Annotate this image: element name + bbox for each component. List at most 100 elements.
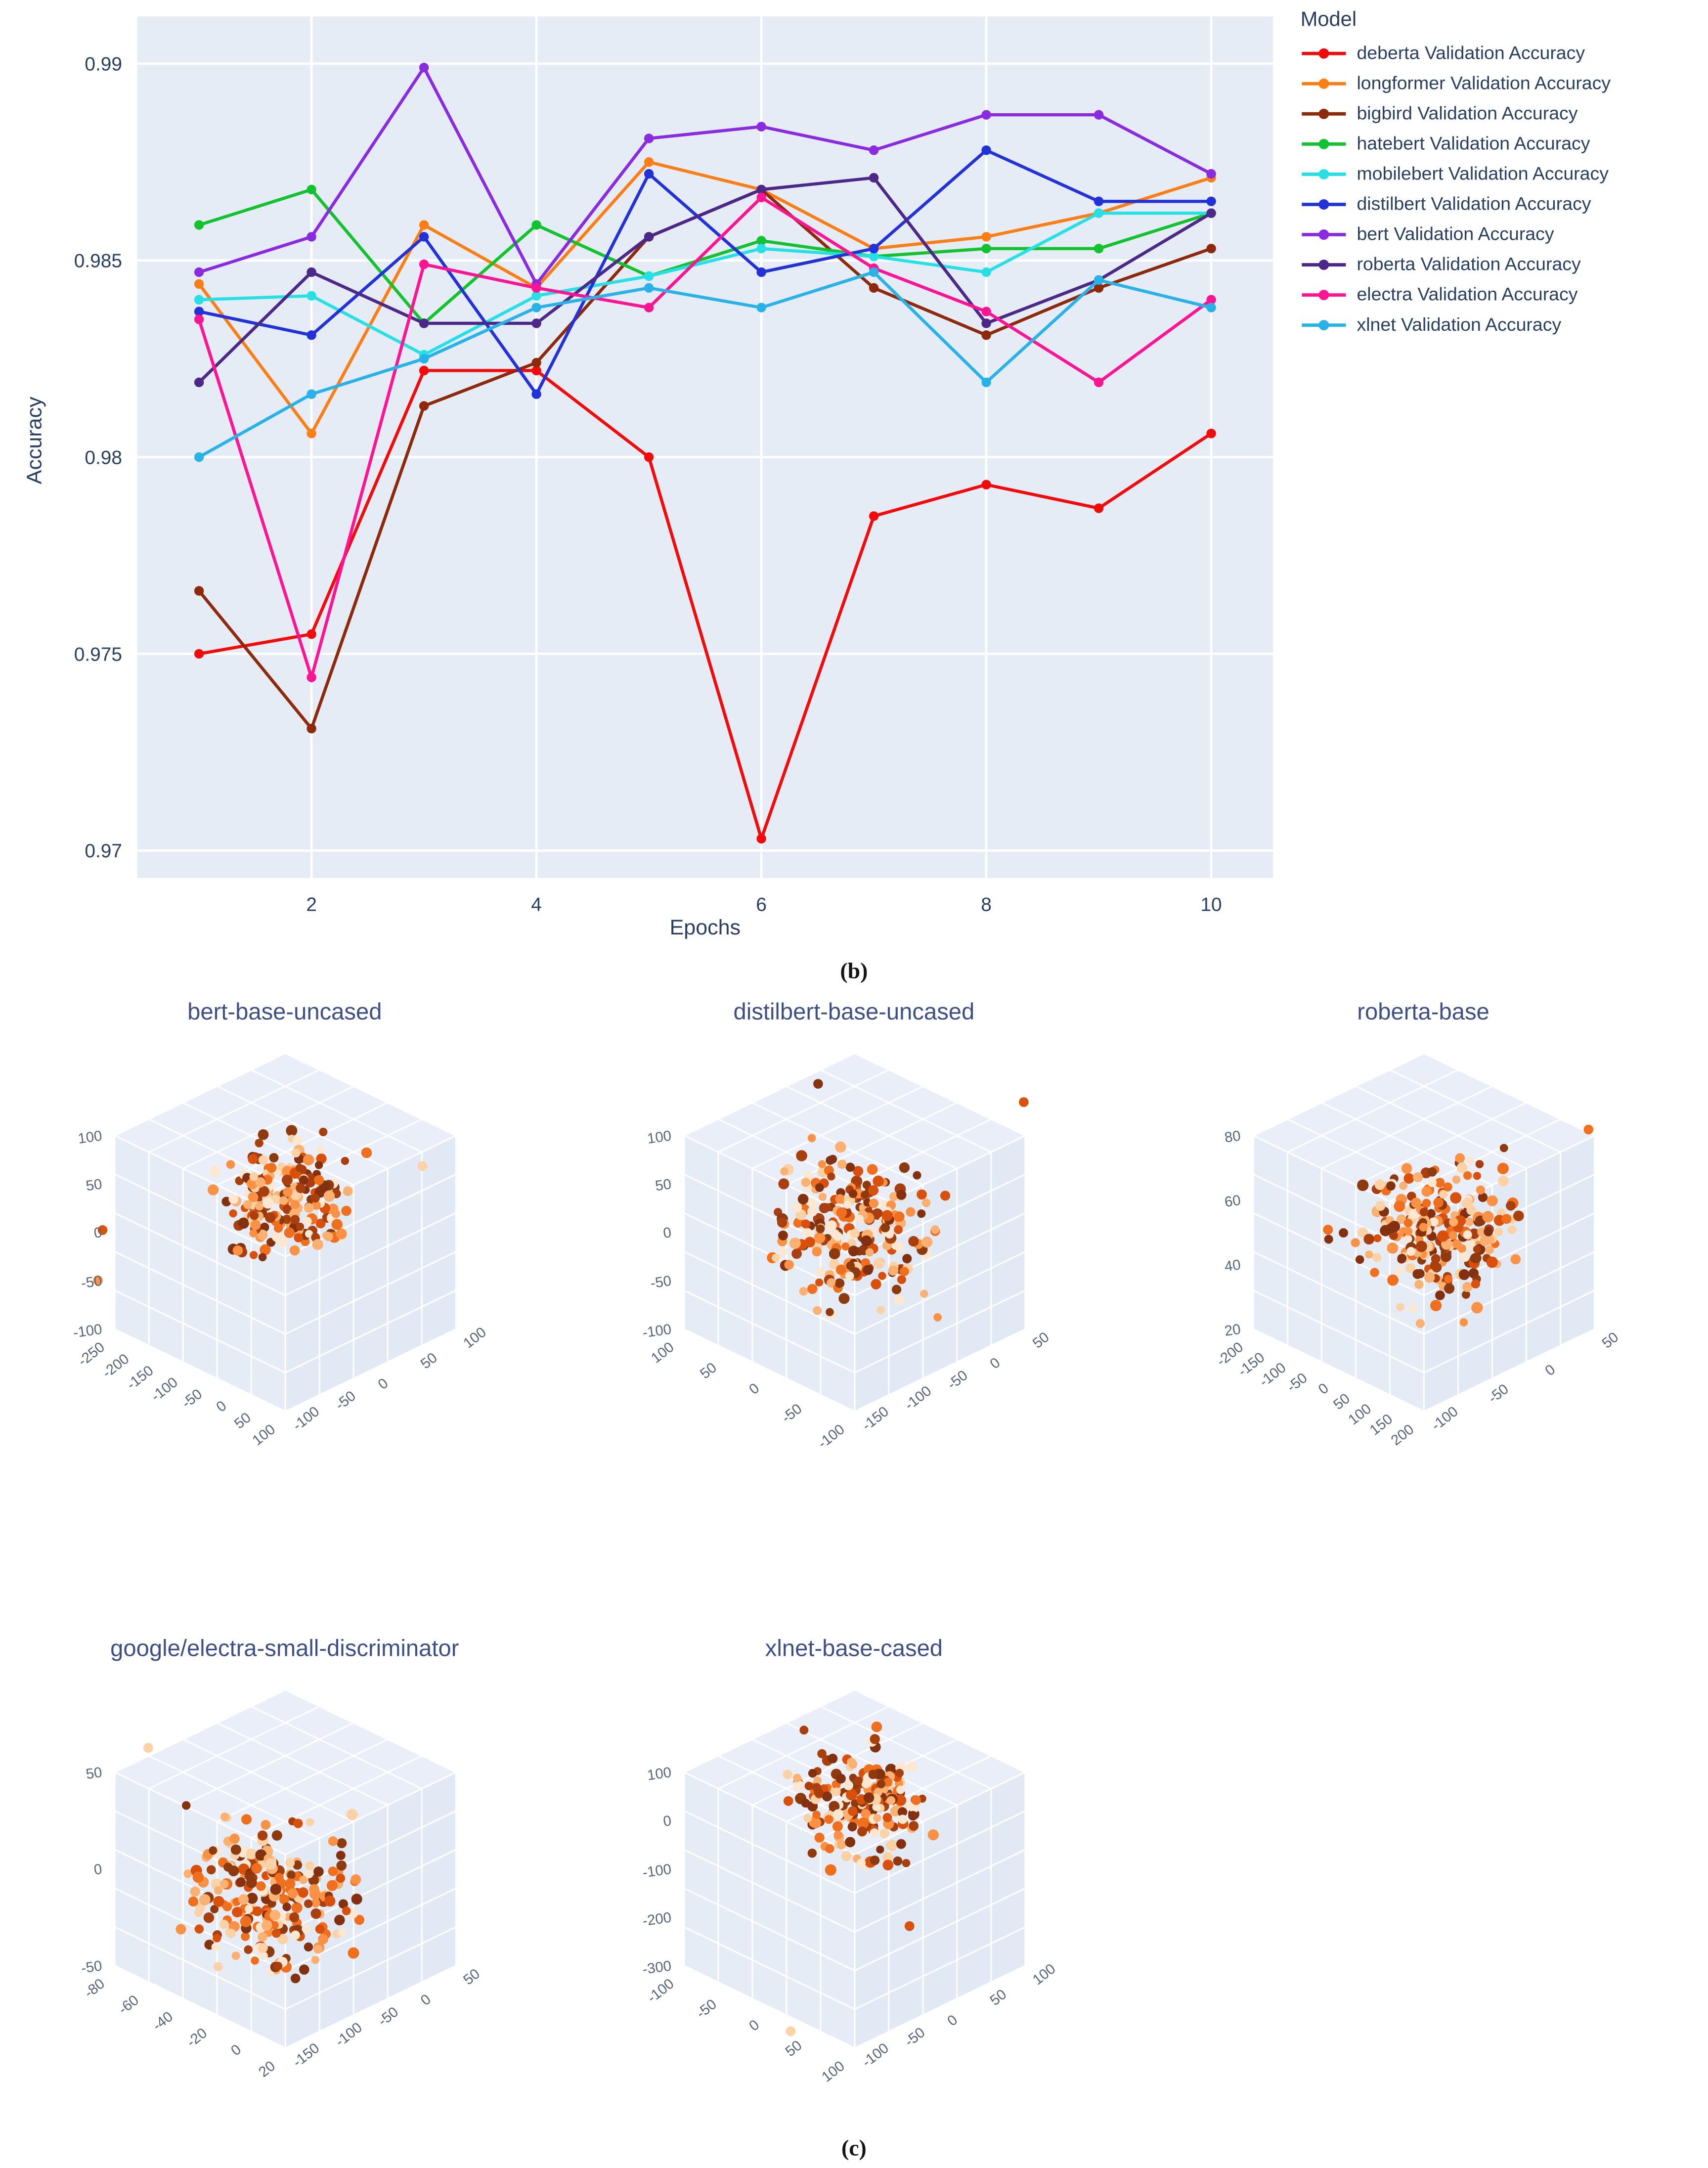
tick-label: 0 <box>375 1375 391 1393</box>
scatter-points <box>782 1721 938 2036</box>
tick-label: -50 <box>649 1273 671 1292</box>
gridlines <box>137 16 1273 879</box>
tick-label: 0 <box>1315 1380 1331 1398</box>
legend-item-label: distilbert Validation Accuracy <box>1357 193 1591 214</box>
tick-label: -100 <box>1428 1404 1460 1434</box>
legend-item-distilbert: distilbert Validation Accuracy <box>1301 189 1704 220</box>
scatter3d-title-electra: google/electra-small-discriminator <box>110 1635 459 1662</box>
y-axis-title: Accuracy <box>23 397 47 485</box>
y-tick: 0.98 <box>85 447 122 468</box>
tick-label: -250 <box>75 1339 107 1370</box>
tick-label: -200 <box>99 1351 131 1381</box>
legend-title: Model <box>1300 8 1357 32</box>
tick-label: 0 <box>213 1398 229 1415</box>
tick-label: -50 <box>693 1996 719 2022</box>
tick-label: -300 <box>641 1958 671 1978</box>
cube-faces <box>112 1689 457 2049</box>
tick-label: 100 <box>648 1339 676 1367</box>
tick-label: 100 <box>460 1325 488 1352</box>
scatter3d-panel-distilbert: distilbert-base-uncased 100 50 0 -50 -100 100… <box>583 999 1125 1471</box>
legend-item-roberta: roberta Validation Accuracy <box>1301 250 1704 280</box>
tick-label: 50 <box>697 1360 719 1382</box>
legend-marker-icon <box>1302 48 1346 59</box>
x-tick: 6 <box>756 894 767 916</box>
scatter3d-chart-xlnet: 1000-100-200-300-100-50050100-100-500501… <box>641 1689 1058 2085</box>
tick-label: -20 <box>183 2025 210 2050</box>
tick-label: 50 <box>654 1176 672 1194</box>
legend-marker-icon <box>1302 260 1346 270</box>
x-tick: 4 <box>531 894 542 916</box>
legend-item-label: bert Validation Accuracy <box>1357 223 1554 244</box>
panel-c-label: (c) <box>841 2134 867 2161</box>
tick-label: 50 <box>417 1350 439 1372</box>
tick-label: -100 <box>901 1383 934 1413</box>
scatter3d-panel-xlnet: xlnet-base-cased 100 0 -100 -200 -300 -100 -50… <box>583 1636 1125 2108</box>
y-tick: 0.99 <box>85 54 122 75</box>
tick-label: 100 <box>818 2058 847 2085</box>
tick-label: -50 <box>1485 1381 1511 1406</box>
tick-label: 0 <box>944 2012 960 2029</box>
legend-item-hatebert: hatebert Validation Accuracy <box>1301 129 1704 159</box>
legend-item-label: hatebert Validation Accuracy <box>1357 133 1590 154</box>
legend-item-mobilebert: mobilebert Validation Accuracy <box>1301 159 1704 189</box>
tick-label: 0 <box>661 1813 672 1830</box>
tick-label: -50 <box>778 1401 804 1426</box>
legend-marker-icon <box>1302 290 1346 301</box>
legend-item-longformer: longformer Validation Accuracy <box>1301 69 1704 99</box>
scatter3d-title-xlnet: xlnet-base-cased <box>765 1635 943 1662</box>
tick-label: -100 <box>814 1421 847 1452</box>
legend-marker-icon <box>1302 108 1346 119</box>
tick-label: -50 <box>332 1388 358 1413</box>
scatter-points <box>92 1125 427 1285</box>
scatter-points <box>1322 1124 1593 1328</box>
legend-item-label: longformer Validation Accuracy <box>1357 73 1611 93</box>
tick-label: -80 <box>81 1976 107 2001</box>
scatter-points <box>766 1079 1028 1322</box>
legend-marker-icon <box>1302 78 1346 89</box>
series-xlnet <box>194 267 1216 462</box>
tick-label: -100 <box>641 1861 671 1881</box>
legend-item-deberta: deberta Validation Accuracy <box>1301 39 1704 69</box>
tick-label: 50 <box>84 1765 102 1782</box>
legend-item-label: xlnet Validation Accuracy <box>1357 314 1562 335</box>
validation-accuracy-chart: 0.97 0.975 0.98 0.985 0.99 2 4 6 8 10 <box>74 16 1273 916</box>
legend-item-bigbird: bigbird Validation Accuracy <box>1301 99 1704 129</box>
x-tick: 2 <box>306 894 317 916</box>
tick-label: 20 <box>1223 1322 1241 1339</box>
tick-label: -50 <box>178 1386 205 1412</box>
scatter3d-title-distilbert: distilbert-base-uncased <box>733 999 975 1025</box>
legend-item-label: deberta Validation Accuracy <box>1357 43 1585 63</box>
cube-faces <box>681 1689 1027 2049</box>
tick-label: -100 <box>289 1404 322 1434</box>
tick-label: -50 <box>80 1273 102 1292</box>
x-tick: 8 <box>981 894 992 916</box>
tick-label: 50 <box>460 1966 482 1988</box>
tick-label: -150 <box>289 2040 322 2071</box>
x-tick: 10 <box>1200 894 1222 916</box>
chart-legend: Model deberta Validation Accuracy longfor… <box>1301 8 1704 341</box>
legend-item-label: roberta Validation Accuracy <box>1357 254 1581 274</box>
tick-label: 50 <box>84 1176 102 1194</box>
tick-label: -50 <box>1283 1370 1310 1395</box>
y-tick: 0.97 <box>85 841 122 862</box>
tick-label: -50 <box>901 2025 927 2050</box>
legend-marker-icon <box>1302 229 1346 240</box>
tick-label: -100 <box>644 1976 676 2006</box>
tick-label: 20 <box>255 2058 277 2080</box>
legend-item-xlnet: xlnet Validation Accuracy <box>1301 310 1704 340</box>
plot-area <box>137 16 1273 878</box>
legend-item-label: mobilebert Validation Accuracy <box>1357 163 1609 184</box>
tick-label: 50 <box>782 2037 804 2060</box>
tick-label: 100 <box>1029 1961 1058 1988</box>
tick-label: -100 <box>641 1322 671 1341</box>
tick-label: 0 <box>745 1380 762 1398</box>
tick-label: 40 <box>1223 1257 1241 1275</box>
tick-label: 100 <box>76 1128 102 1147</box>
tick-label: -50 <box>80 1958 102 1977</box>
tick-label: 50 <box>987 1987 1009 2009</box>
